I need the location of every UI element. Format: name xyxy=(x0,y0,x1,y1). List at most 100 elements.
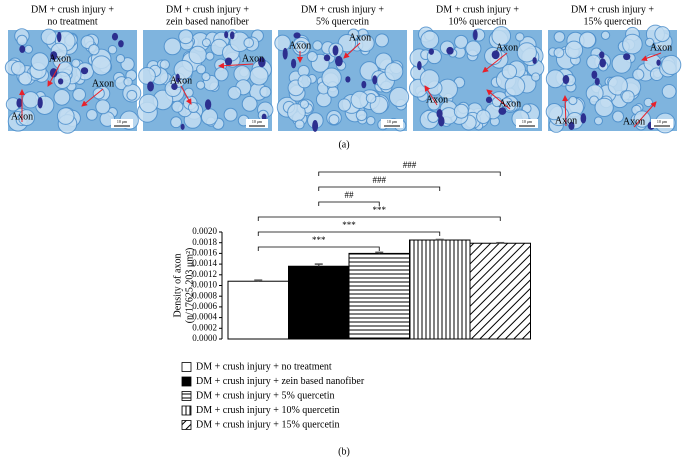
micrograph: 10 μm xyxy=(4,28,142,134)
panel-label: (b) xyxy=(338,446,350,457)
significance-label: *** xyxy=(312,235,326,245)
nucleus xyxy=(446,46,454,55)
cell xyxy=(223,107,238,122)
cell xyxy=(88,43,100,56)
cell xyxy=(170,116,183,129)
nucleus xyxy=(56,31,62,43)
significance-bracket xyxy=(257,231,441,236)
cell xyxy=(22,91,40,109)
axon-label: Axon xyxy=(349,32,371,43)
cell xyxy=(188,45,207,65)
legend-label: DM + crush injury + 10% quercetin xyxy=(196,405,339,416)
cell xyxy=(491,26,512,46)
cell xyxy=(453,103,469,119)
nucleus xyxy=(37,97,43,109)
cell xyxy=(621,90,635,104)
cell xyxy=(350,90,369,110)
y-tick-label: 0.0020 xyxy=(192,226,217,236)
legend-label: DM + crush injury + zein based nanofiber xyxy=(196,376,365,387)
micrograph: 10 μm xyxy=(545,24,682,134)
nucleus xyxy=(345,76,351,83)
cell xyxy=(644,37,655,47)
cell xyxy=(607,75,628,96)
nucleus xyxy=(591,70,598,79)
nucleus xyxy=(599,58,607,68)
nucleus xyxy=(118,40,124,48)
cell xyxy=(365,92,377,104)
panel-title: 15% quercetin xyxy=(583,16,641,27)
nucleus xyxy=(428,48,434,55)
axon-label: Axon xyxy=(242,53,264,64)
cell xyxy=(178,29,194,45)
axon-arrow xyxy=(633,101,657,128)
nucleus xyxy=(49,68,58,78)
axon-arrow xyxy=(424,85,438,106)
cell xyxy=(86,108,98,121)
cell xyxy=(299,99,309,109)
cell xyxy=(516,42,537,63)
axon-label: Axon xyxy=(496,42,518,53)
cell xyxy=(553,47,565,59)
nucleus xyxy=(361,80,367,89)
nucleus xyxy=(258,57,266,68)
micrograph: 10 μm xyxy=(409,26,545,131)
y-tick-label: 0.0016 xyxy=(192,247,217,257)
cell xyxy=(241,95,258,112)
nucleus xyxy=(498,107,507,115)
nucleus xyxy=(282,47,288,60)
scale-box xyxy=(246,119,268,128)
nucleus xyxy=(111,32,119,41)
significance-bracket xyxy=(257,246,380,251)
cell xyxy=(504,75,526,97)
cell xyxy=(633,110,651,128)
nucleus xyxy=(436,109,443,119)
y-tick-label: 0.0014 xyxy=(192,258,217,268)
nucleus xyxy=(261,113,267,121)
nucleus xyxy=(50,51,58,61)
panel-title: DM + crush injury + xyxy=(436,4,519,15)
cell xyxy=(40,28,57,45)
cell xyxy=(306,51,318,63)
scale-label: 10 μm xyxy=(252,119,263,124)
cell xyxy=(564,40,584,60)
legend-swatch xyxy=(181,362,192,372)
nucleus xyxy=(332,45,339,56)
nucleus xyxy=(568,121,575,131)
significance-label: *** xyxy=(342,220,356,230)
cell xyxy=(328,114,340,126)
cell xyxy=(24,44,34,54)
axon-label: Axon xyxy=(623,116,645,127)
significance-label: ## xyxy=(345,190,355,200)
nucleus xyxy=(580,113,587,124)
y-tick-label: 0.0000 xyxy=(192,333,217,343)
cell xyxy=(294,119,305,130)
nucleus xyxy=(171,83,178,90)
cell xyxy=(366,115,376,126)
nucleus xyxy=(175,73,180,83)
axon-arrow xyxy=(81,88,104,107)
scale-box xyxy=(381,119,403,128)
cell xyxy=(388,86,410,108)
nucleus xyxy=(57,78,64,85)
cell xyxy=(138,67,156,85)
legend-label: DM + crush injury + no treatment xyxy=(196,361,332,372)
y-tick-label: 0.0008 xyxy=(192,290,217,300)
cell xyxy=(72,87,86,102)
legend-swatch xyxy=(181,391,192,401)
cell xyxy=(201,72,211,82)
nucleus xyxy=(16,98,23,108)
nucleus xyxy=(473,29,478,41)
cell xyxy=(505,100,516,112)
axon-label: Axon xyxy=(92,78,114,89)
cell xyxy=(71,58,81,68)
cell xyxy=(355,109,368,122)
panel-title: zein based nanofiber xyxy=(166,16,249,27)
nucleus xyxy=(562,75,570,85)
cell xyxy=(196,64,207,75)
cell xyxy=(30,52,50,71)
y-tick-label: 0.0018 xyxy=(192,237,217,247)
axon-label: Axon xyxy=(49,53,71,64)
scale-label: 10 μm xyxy=(522,119,533,124)
cell xyxy=(568,95,578,106)
panel-title: DM + crush injury + xyxy=(301,4,384,15)
